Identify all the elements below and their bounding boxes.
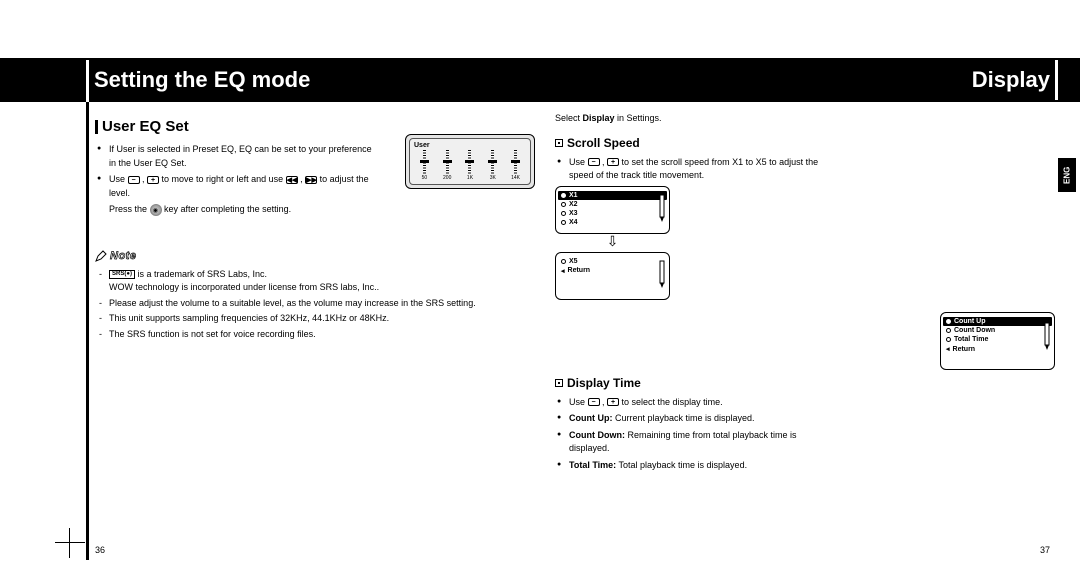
rewind-icon: ◀◀ [286,176,298,184]
square-bullet-icon [555,379,563,387]
menu-item: X1 [558,191,667,200]
menu-item: ◂Return [561,266,664,276]
display-time-heading: Display Time [555,376,1025,390]
crop-mark-icon [55,528,85,558]
stylus-icon [659,259,665,289]
right-page: Select Display in Settings. Scroll Speed… [555,112,1025,475]
press-line: Press the ◉ key after completing the set… [95,203,375,217]
header-left-title: Setting the EQ mode [94,67,310,93]
bullet-item: Count Down: Remaining time from total pl… [569,429,835,456]
eq-band-label: 3K [486,175,500,181]
bullet-item: Total Time: Total playback time is displ… [569,459,835,473]
minus-icon: − [588,398,600,406]
scroll-speed-heading: Scroll Speed [555,136,1025,150]
plus-icon: + [607,158,619,166]
header-band: Setting the EQ mode Display [0,58,1080,102]
minus-icon: − [128,176,140,184]
down-arrow-icon: ⇩ [555,234,670,252]
note-heading: Note [95,250,535,262]
plus-icon: + [147,176,159,184]
language-tab: ENG [1058,158,1076,192]
menu-item: ◂Return [946,344,1049,354]
eq-band-label: 200 [440,175,454,181]
menu-item: Count Up [943,317,1052,326]
scroll-device-illustration: X1 X2 X3 X4 ⇩ X5 ◂Return [555,186,670,306]
menu-item: X5 [561,257,664,266]
eq-band-label: 1K [463,175,477,181]
scroll-panel-top: X1 X2 X3 X4 [555,186,670,234]
bullet-item: Use − , + to move to right or left and u… [109,173,375,200]
user-eq-heading: User EQ Set [95,118,535,135]
display-time-bullets: Use − , + to select the display time. Co… [555,396,835,473]
eq-band-label: 50 [417,175,431,181]
note-item: SRS(●) is a trademark of SRS Labs, Inc.W… [109,268,535,295]
menu-item: Total Time [946,335,1049,344]
menu-item: X2 [561,200,664,209]
left-divider [86,60,89,560]
forward-icon: ▶▶ [305,176,317,184]
eq-band-label: 14K [509,175,523,181]
user-eq-heading-text: User EQ Set [102,118,189,135]
bullet-item: If User is selected in Preset EQ, EQ can… [109,143,375,170]
note-item: This unit supports sampling frequencies … [109,312,535,326]
note-list: SRS(●) is a trademark of SRS Labs, Inc.W… [95,268,535,342]
menu-item: X3 [561,209,664,218]
plus-icon: + [607,398,619,406]
stylus-icon [659,193,665,223]
bullet-item: Use − , + to set the scroll speed from X… [569,156,835,183]
scroll-panel-bottom: X5 ◂Return [555,252,670,300]
stylus-icon [1044,321,1050,351]
eq-device-title: User [410,139,530,149]
note-item: The SRS function is not set for voice re… [109,328,535,342]
bullet-item: Count Up: Current playback time is displ… [569,412,835,426]
header-right-title: Display [972,67,1050,93]
eq-device-illustration: User 50 200 1K 3K 14K [405,134,535,189]
page-number-right: 37 [1040,545,1050,555]
display-time-device-illustration: Count Up Count Down Total Time ◂Return [940,312,1055,370]
scroll-bullets: Use − , + to set the scroll speed from X… [555,156,835,183]
bullet-item: Use − , + to select the display time. [569,396,835,410]
page-number-left: 36 [95,545,105,555]
minus-icon: − [588,158,600,166]
right-band-divider [1055,60,1058,100]
menu-item: Count Down [946,326,1049,335]
left-page: User EQ Set If User is selected in Prese… [95,112,535,343]
display-intro: Select Display in Settings. [555,112,1025,126]
user-eq-bullets: If User is selected in Preset EQ, EQ can… [95,143,375,200]
menu-item: X4 [561,218,664,227]
square-bullet-icon [555,139,563,147]
pen-icon [95,250,107,262]
srs-badge-icon: SRS(●) [109,270,135,279]
note-item: Please adjust the volume to a suitable l… [109,297,535,311]
select-key-icon: ◉ [150,204,162,216]
